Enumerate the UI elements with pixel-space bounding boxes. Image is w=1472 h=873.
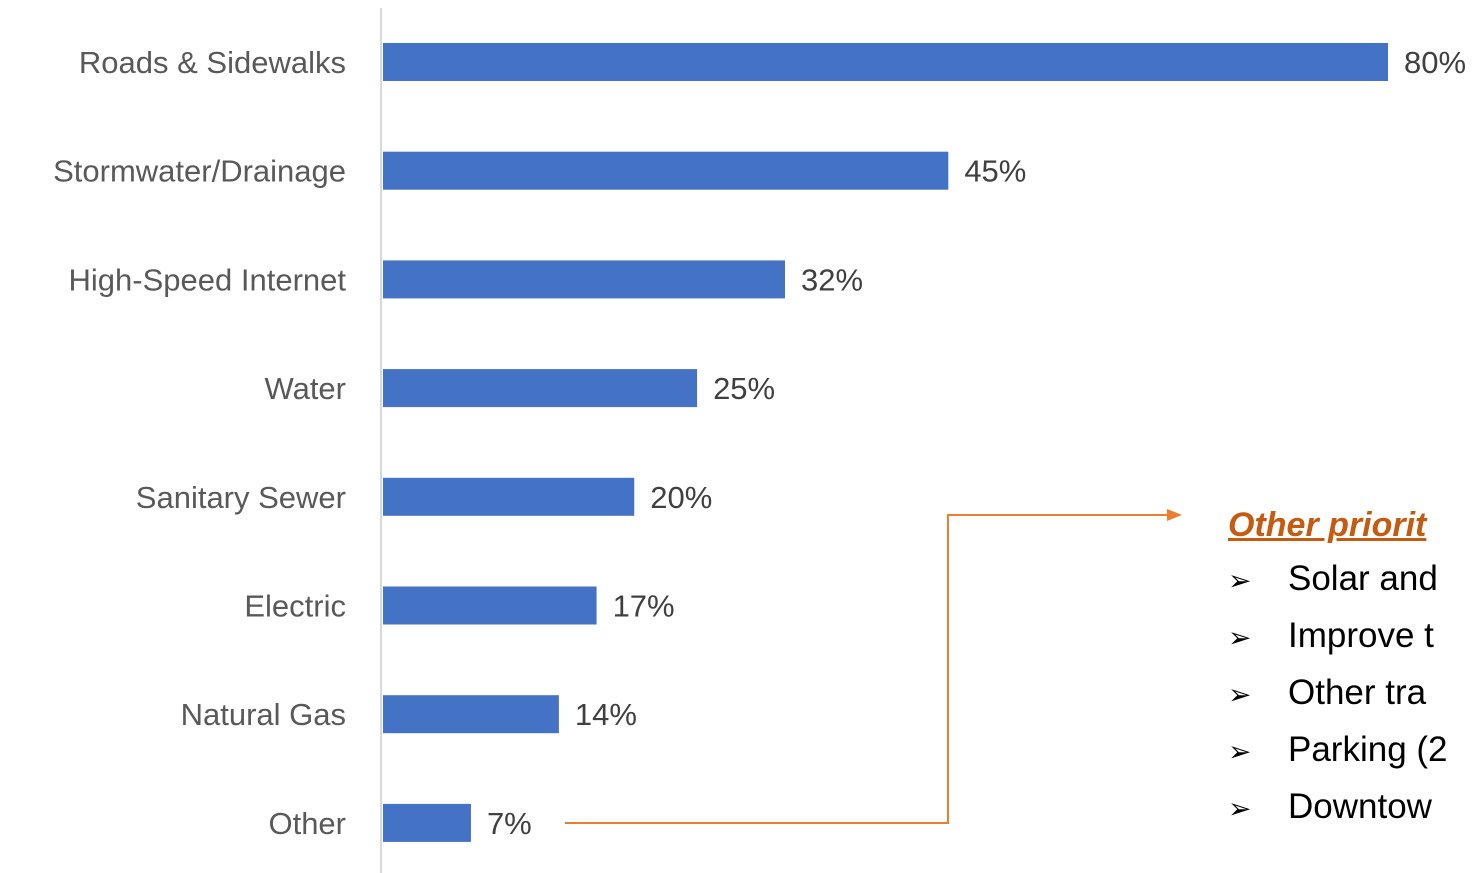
callout-item-text: Parking (2: [1288, 730, 1448, 769]
bar-7: [383, 803, 471, 842]
callout-item: ➢ Improve t: [1228, 607, 1472, 664]
callout-item-text: Solar and: [1288, 559, 1438, 598]
other-priorities-callout: Other priorit ➢ Solar and ➢ Improve t ➢ Other…: [1228, 500, 1472, 835]
category-label: Natural Gas: [181, 697, 346, 732]
bar-3: [383, 369, 698, 408]
callout-item: ➢ Solar and: [1228, 550, 1472, 607]
bar-6: [383, 695, 559, 734]
callout-connector-arrowhead: [1167, 509, 1182, 521]
callout-item-text: Improve t: [1288, 616, 1434, 655]
arrow-bullet-icon: ➢: [1228, 622, 1252, 653]
data-label: 32%: [801, 262, 863, 297]
callout-list: ➢ Solar and ➢ Improve t ➢ Other tra ➢ Parking (…: [1228, 550, 1472, 835]
bar-2: [383, 260, 785, 299]
category-label: Water: [264, 371, 346, 406]
callout-item-text: Downtow: [1288, 787, 1432, 826]
category-label: Roads & Sidewalks: [79, 45, 346, 80]
callout-item: ➢ Downtow: [1228, 778, 1472, 835]
category-label: Other: [268, 806, 346, 841]
callout-connector-line: [565, 514, 1167, 824]
data-label: 7%: [487, 806, 532, 841]
arrow-bullet-icon: ➢: [1228, 736, 1252, 767]
arrow-bullet-icon: ➢: [1228, 565, 1252, 596]
data-label: 45%: [964, 154, 1026, 189]
bar-1: [383, 151, 949, 190]
callout-item: ➢ Other tra: [1228, 664, 1472, 721]
bar-5: [383, 586, 597, 625]
callout-title: Other priorit: [1228, 506, 1427, 544]
arrow-bullet-icon: ➢: [1228, 679, 1252, 710]
bar-4: [383, 477, 635, 516]
data-label: 17%: [613, 589, 675, 624]
category-label: Stormwater/Drainage: [53, 154, 346, 189]
bar-0: [383, 43, 1388, 81]
data-label: 14%: [575, 697, 637, 732]
category-label: Electric: [244, 589, 346, 624]
category-label: High-Speed Internet: [69, 262, 347, 297]
callout-item-text: Other tra: [1288, 673, 1427, 712]
data-label: 20%: [650, 480, 712, 515]
arrow-bullet-icon: ➢: [1228, 793, 1252, 824]
callout-item: ➢ Parking (2: [1228, 721, 1472, 778]
category-label: Sanitary Sewer: [136, 480, 346, 515]
data-label: 25%: [713, 371, 775, 406]
data-label: 80%: [1404, 45, 1466, 80]
